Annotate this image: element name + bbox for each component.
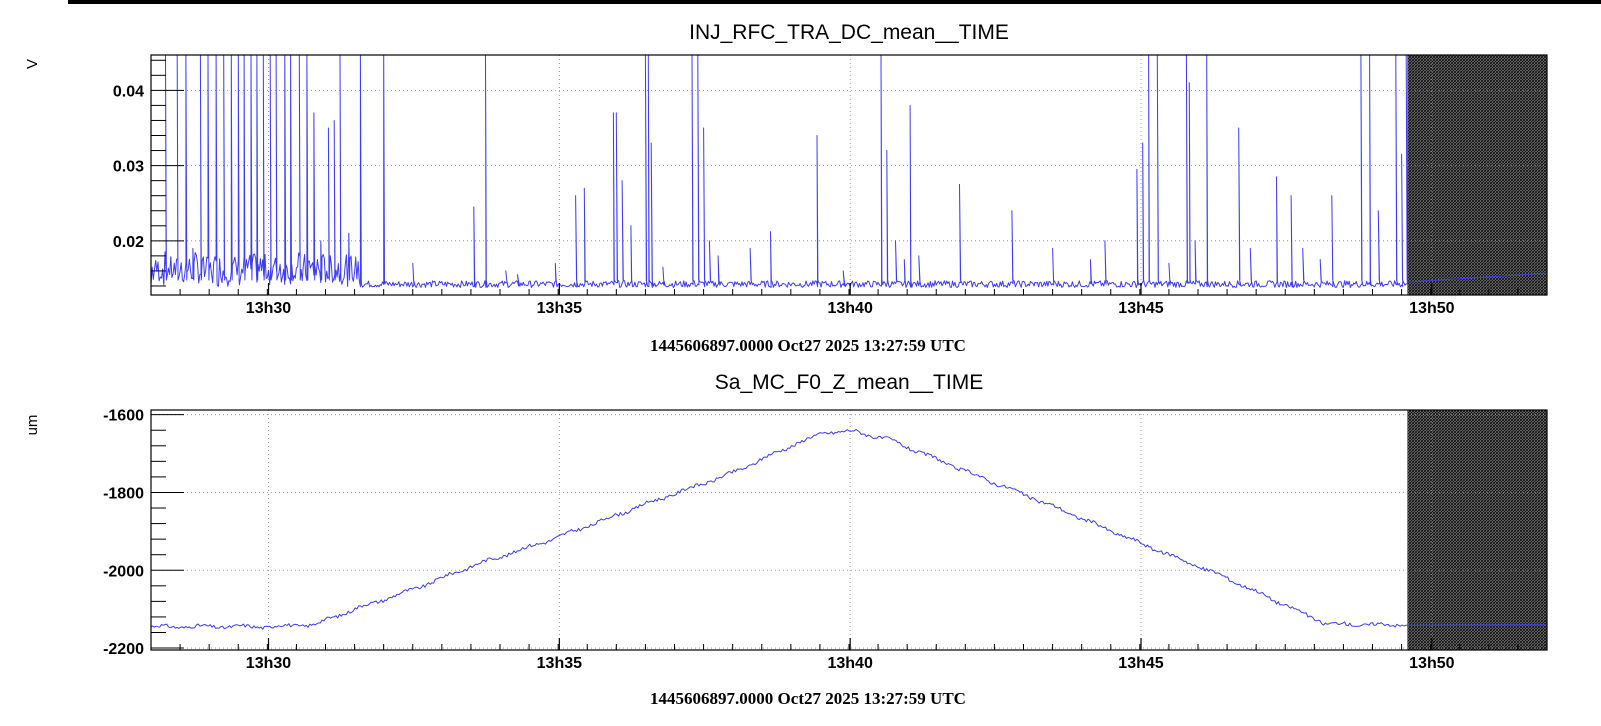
y-tick-label: 0.04 [113,83,144,100]
plot-frame [150,409,1548,651]
y-tick-label: 0.02 [113,234,144,251]
series-line [150,428,1548,630]
x-tick-label: 13h35 [537,655,582,672]
y-axis-label: V [24,59,41,69]
x-tick-label: 13h30 [246,300,291,317]
y-axis-label: um [24,415,41,436]
y-tick-label: -1800 [103,485,144,502]
x-tick-label: 13h50 [1409,655,1454,672]
x-axis-title: 1445606897.0000 Oct27 2025 13:27:59 UTC [650,336,966,355]
top-border-bar [68,0,1601,4]
x-tick-label: 13h50 [1409,300,1454,317]
chart-sa-mc: Sa_MC_F0_Z_mean__TIME um 1445606897.0000… [24,371,1548,708]
chart-title: Sa_MC_F0_Z_mean__TIME [715,371,983,394]
x-tick-label: 13h45 [1118,655,1163,672]
x-tick-label: 13h45 [1118,300,1163,317]
x-tick-label: 13h40 [827,655,872,672]
y-tick-label: -1600 [103,408,144,425]
no-data-region [1407,410,1547,650]
no-data-region [1407,55,1547,295]
x-tick-label: 13h30 [246,655,291,672]
x-tick-label: 13h40 [827,300,872,317]
y-tick-label: 0.03 [113,159,144,176]
x-axis-title: 1445606897.0000 Oct27 2025 13:27:59 UTC [650,689,966,708]
y-tick-label: -2200 [103,641,144,658]
series-line [150,55,1548,288]
chart-inj-rfc: INJ_RFC_TRA_DC_mean__TIME V 1445606897.0… [24,21,1548,355]
x-tick-label: 13h35 [537,300,582,317]
chart-title: INJ_RFC_TRA_DC_mean__TIME [689,21,1009,44]
y-tick-label: -2000 [103,563,144,580]
